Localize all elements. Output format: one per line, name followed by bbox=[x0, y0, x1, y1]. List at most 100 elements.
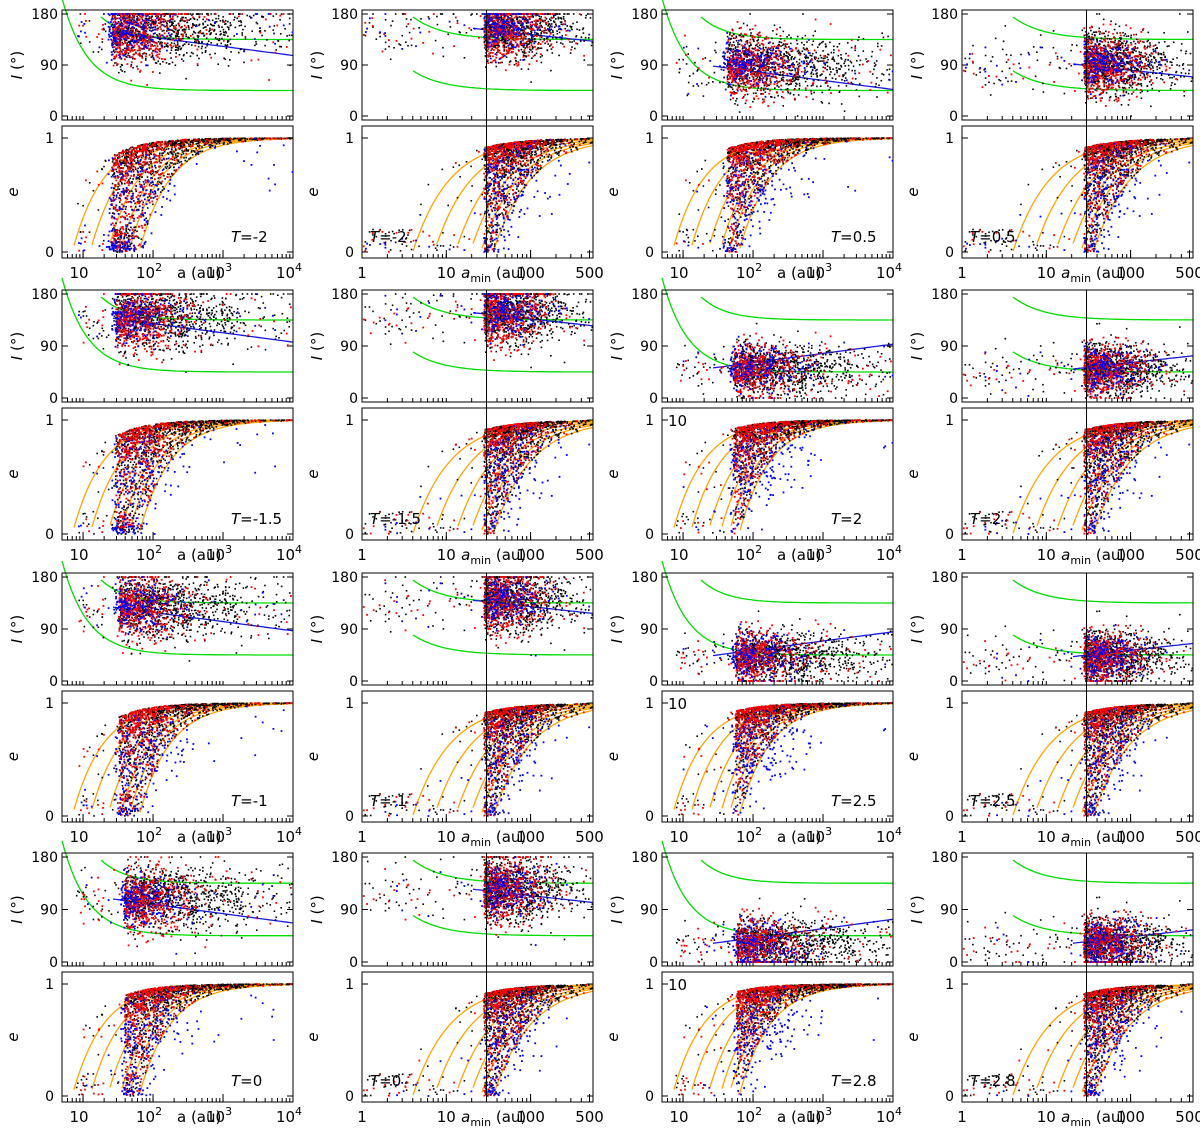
point bbox=[148, 26, 150, 28]
point bbox=[170, 52, 172, 54]
point bbox=[128, 52, 130, 54]
point bbox=[137, 160, 139, 162]
point bbox=[216, 43, 218, 45]
point bbox=[131, 190, 133, 192]
point bbox=[227, 21, 229, 23]
point bbox=[232, 13, 234, 15]
point bbox=[169, 25, 171, 27]
point bbox=[235, 138, 237, 140]
point bbox=[117, 188, 119, 190]
point bbox=[291, 35, 293, 37]
point bbox=[227, 40, 229, 42]
point bbox=[98, 209, 100, 211]
point bbox=[178, 153, 180, 155]
point bbox=[274, 25, 276, 27]
point bbox=[198, 43, 200, 45]
point bbox=[204, 141, 206, 143]
point bbox=[207, 43, 209, 45]
point bbox=[171, 42, 173, 44]
point bbox=[163, 175, 165, 177]
point bbox=[196, 55, 198, 57]
point bbox=[203, 139, 205, 141]
point bbox=[115, 169, 117, 171]
point bbox=[205, 50, 207, 52]
point bbox=[165, 163, 167, 165]
point bbox=[217, 63, 219, 65]
point bbox=[175, 52, 177, 54]
point bbox=[260, 30, 262, 32]
point bbox=[255, 13, 257, 15]
point bbox=[181, 163, 183, 165]
point bbox=[235, 27, 237, 29]
point bbox=[273, 15, 275, 17]
point bbox=[126, 231, 128, 233]
point bbox=[170, 176, 172, 178]
point bbox=[155, 167, 157, 169]
point bbox=[205, 47, 207, 49]
point bbox=[230, 22, 232, 24]
point bbox=[210, 32, 212, 34]
point bbox=[131, 243, 133, 245]
point bbox=[261, 35, 263, 37]
point bbox=[188, 143, 190, 145]
y-tick-label: 0 bbox=[49, 109, 58, 125]
point bbox=[169, 167, 171, 169]
point bbox=[115, 207, 117, 209]
point bbox=[209, 28, 211, 30]
point bbox=[183, 54, 185, 56]
point bbox=[102, 41, 104, 43]
point bbox=[177, 16, 179, 18]
point bbox=[135, 178, 137, 180]
point bbox=[168, 63, 170, 65]
point bbox=[218, 26, 220, 28]
point bbox=[262, 138, 264, 140]
point bbox=[212, 20, 214, 22]
point bbox=[254, 45, 256, 47]
point bbox=[166, 44, 168, 46]
point bbox=[157, 181, 159, 183]
point bbox=[186, 52, 188, 54]
point bbox=[162, 30, 164, 32]
point bbox=[117, 186, 119, 188]
point bbox=[219, 143, 221, 145]
point bbox=[191, 44, 193, 46]
point bbox=[229, 59, 231, 61]
point bbox=[120, 69, 122, 71]
point bbox=[190, 144, 192, 146]
point bbox=[289, 13, 291, 15]
point bbox=[133, 166, 135, 168]
point bbox=[111, 24, 113, 26]
point bbox=[242, 34, 244, 36]
point bbox=[156, 34, 158, 36]
point bbox=[125, 228, 127, 230]
point bbox=[147, 144, 149, 146]
point bbox=[244, 49, 246, 51]
point bbox=[230, 39, 232, 41]
point bbox=[197, 35, 199, 37]
point bbox=[288, 40, 290, 42]
point bbox=[160, 191, 162, 193]
point bbox=[227, 36, 229, 38]
point bbox=[220, 20, 222, 22]
point bbox=[121, 182, 123, 184]
point bbox=[216, 143, 218, 145]
point bbox=[154, 45, 156, 47]
point bbox=[124, 156, 126, 158]
point bbox=[185, 29, 187, 31]
point bbox=[244, 140, 246, 142]
point bbox=[205, 26, 207, 28]
point bbox=[124, 71, 126, 73]
point bbox=[291, 137, 293, 139]
point bbox=[167, 162, 169, 164]
point bbox=[136, 230, 138, 232]
point bbox=[183, 153, 185, 155]
point bbox=[173, 166, 175, 168]
point bbox=[202, 151, 204, 153]
point bbox=[236, 18, 238, 20]
point bbox=[178, 48, 180, 50]
point bbox=[264, 30, 266, 32]
point bbox=[118, 72, 120, 74]
point bbox=[192, 53, 194, 55]
point bbox=[150, 163, 152, 165]
point bbox=[169, 164, 171, 166]
